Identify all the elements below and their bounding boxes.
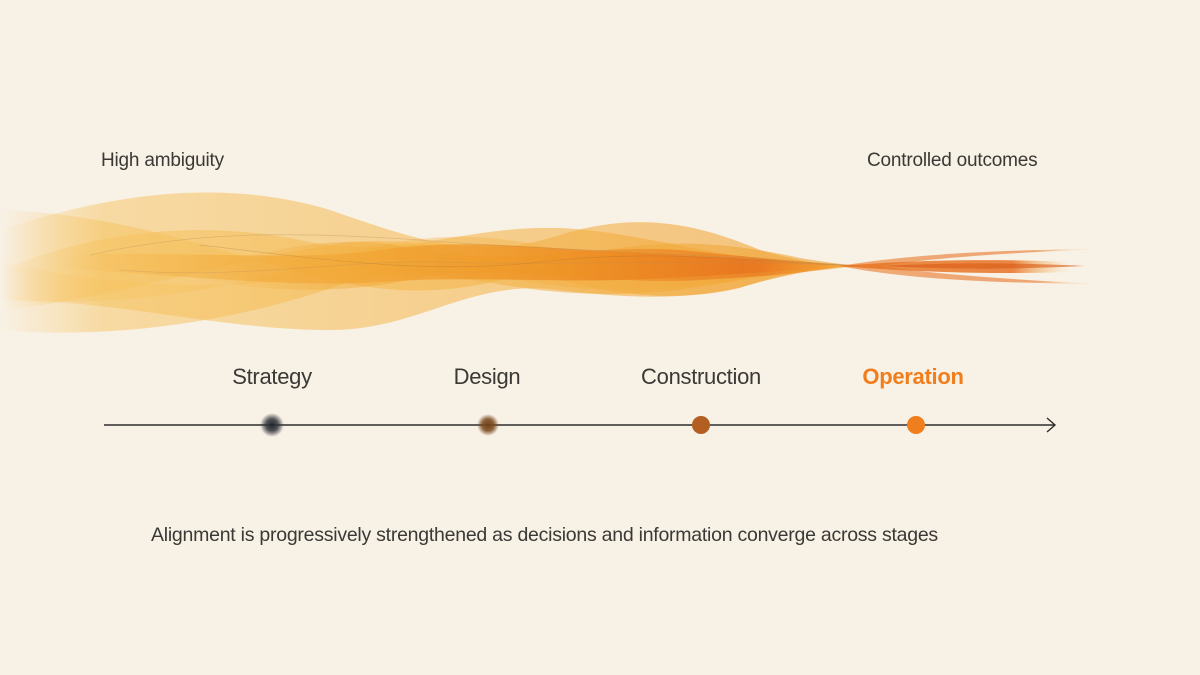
stage-dot-construction bbox=[692, 416, 710, 434]
stage-label-construction: Construction bbox=[641, 364, 761, 389]
diagram-caption: Alignment is progressively strengthened … bbox=[151, 524, 938, 546]
controlled-outcomes-label: Controlled outcomes bbox=[867, 150, 1038, 171]
arrow-right-icon bbox=[1046, 417, 1057, 433]
stage-label-strategy: Strategy bbox=[232, 364, 312, 389]
stage-label-operation: Operation bbox=[862, 364, 964, 389]
stage-dot-design bbox=[477, 414, 499, 436]
stage-label-design: Design bbox=[453, 364, 521, 389]
stage-dot-strategy bbox=[260, 413, 284, 437]
stage-dot-operation bbox=[907, 416, 925, 434]
high-ambiguity-label: High ambiguity bbox=[101, 150, 224, 171]
